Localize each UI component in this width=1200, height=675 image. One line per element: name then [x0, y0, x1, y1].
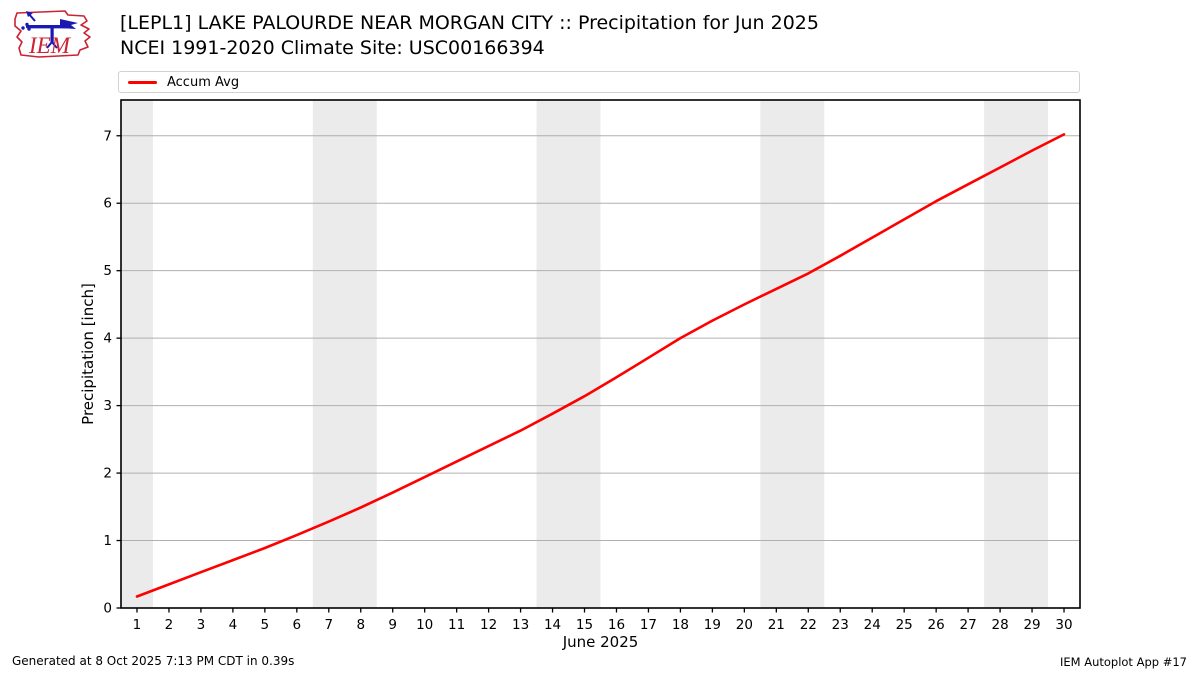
accum-avg-line	[135, 133, 1066, 598]
x-tick-label: 3	[197, 617, 206, 633]
x-tick-label: 29	[1023, 617, 1040, 633]
x-tick-label: 30	[1055, 617, 1072, 633]
plot-border	[120, 99, 1081, 609]
logo-text: IEM	[28, 33, 72, 58]
y-tick-label: 3	[103, 398, 112, 414]
y-tick-label: 6	[103, 196, 112, 212]
chart-subtitle: NCEI 1991-2020 Climate Site: USC00166394	[120, 37, 545, 59]
x-tick-label: 28	[991, 617, 1008, 633]
x-tick-label: 2	[165, 617, 174, 633]
x-tick-label: 5	[261, 617, 270, 633]
x-tick-label: 13	[512, 617, 529, 633]
x-tick-label: 16	[608, 617, 625, 633]
x-tick-label: 25	[896, 617, 913, 633]
x-tick-label: 6	[293, 617, 302, 633]
y-tick-label: 2	[103, 466, 112, 482]
legend: Accum Avg	[118, 71, 1080, 93]
legend-label: Accum Avg	[167, 74, 240, 90]
x-tick-label: 4	[229, 617, 238, 633]
x-tick-label: 18	[672, 617, 689, 633]
chart-header: [LEPL1] LAKE PALOURDE NEAR MORGAN CITY :…	[120, 11, 1120, 61]
y-tick-label: 5	[103, 263, 112, 279]
x-tick-label: 19	[704, 617, 721, 633]
x-tick-label: 9	[388, 617, 397, 633]
y-tick-label: 0	[103, 601, 112, 617]
x-tick-label: 14	[544, 617, 561, 633]
x-tick-label: 15	[576, 617, 593, 633]
app-credit: IEM Autoplot App #17	[1059, 655, 1187, 669]
x-axis-label: June 2025	[562, 633, 639, 651]
x-tick-label: 8	[356, 617, 365, 633]
weekend-band	[984, 100, 1049, 608]
x-tick-label: 20	[736, 617, 753, 633]
y-tick-label: 1	[103, 533, 112, 549]
weathervane-icon	[21, 11, 78, 49]
x-tick-label: 12	[480, 617, 497, 633]
x-tick-label: 26	[928, 617, 945, 633]
x-tick-label: 27	[960, 617, 977, 633]
weekend-band	[536, 100, 601, 608]
weekend-band	[312, 100, 377, 608]
x-tick-label: 22	[800, 617, 817, 633]
x-tick-label: 1	[133, 617, 142, 633]
chart-title: [LEPL1] LAKE PALOURDE NEAR MORGAN CITY :…	[120, 12, 819, 34]
weekend-band	[760, 100, 825, 608]
x-tick-label: 7	[324, 617, 333, 633]
iem-logo: IEM	[14, 10, 91, 58]
x-tick-label: 17	[640, 617, 657, 633]
legend-line-swatch	[128, 80, 157, 84]
x-tick-label: 21	[768, 617, 785, 633]
weekend-band	[121, 100, 153, 608]
y-tick-label: 4	[103, 331, 112, 347]
y-tick-label: 7	[103, 128, 112, 144]
x-tick-label: 24	[864, 617, 881, 633]
generated-timestamp: Generated at 8 Oct 2025 7:13 PM CDT in 0…	[12, 654, 295, 668]
x-tick-label: 10	[416, 617, 433, 633]
x-tick-label: 23	[832, 617, 849, 633]
x-tick-label: 11	[448, 617, 465, 633]
